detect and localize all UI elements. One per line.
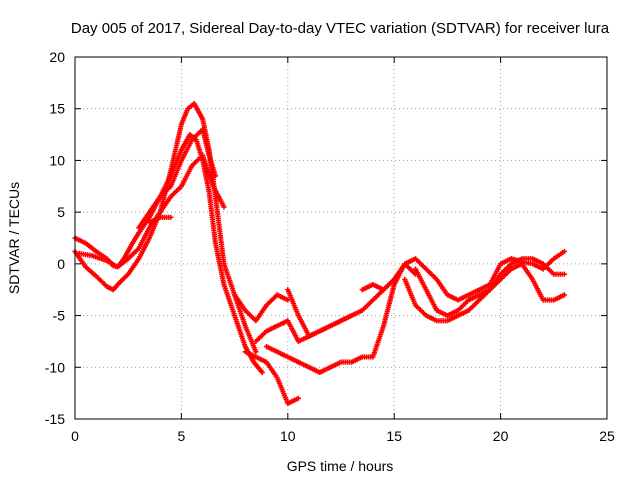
data-marks (72, 100, 568, 407)
chart-title: Day 005 of 2017, Sidereal Day-to-day VTE… (71, 20, 610, 37)
data-point (561, 292, 568, 298)
x-tick-label: 10 (280, 428, 296, 444)
x-tick-label: 5 (178, 428, 186, 444)
x-tick-label: 0 (71, 428, 79, 444)
y-tick-label: 10 (49, 152, 65, 168)
data-point (221, 204, 227, 210)
y-tick-label: 20 (49, 49, 65, 65)
data-point (259, 369, 265, 376)
y-tick-label: 15 (49, 101, 65, 117)
y-tick-label: 0 (57, 256, 65, 272)
x-tick-label: 25 (599, 428, 615, 444)
series-track-11 (359, 248, 568, 303)
x-axis-label: GPS time / hours (287, 458, 394, 474)
data-point (168, 214, 174, 220)
x-tick-label: 15 (386, 428, 402, 444)
series-track-12 (402, 256, 568, 324)
data-point (561, 248, 568, 255)
data-point (253, 349, 259, 355)
series-track-5 (146, 214, 174, 226)
data-point (295, 395, 302, 401)
y-tick-label: 5 (57, 204, 65, 220)
data-point (349, 312, 355, 319)
y-tick-label: -15 (45, 411, 65, 427)
tick-labels: 0 5 10 15 20 25 -15 -10 -5 0 5 10 15 20 (45, 49, 615, 444)
x-tick-label: 20 (493, 428, 509, 444)
series-track-13 (412, 261, 568, 319)
data-point (561, 271, 568, 277)
plot-frame (74, 56, 608, 420)
data-point (212, 173, 219, 179)
y-tick-label: -5 (53, 308, 66, 324)
axes (74, 56, 608, 420)
series-track-10 (285, 287, 355, 339)
grid (75, 57, 607, 419)
series-track-3 (76, 152, 227, 270)
series-track-4 (136, 126, 219, 231)
series-track-9 (263, 261, 419, 376)
series-track-6 (232, 292, 291, 324)
series-track-7 (242, 349, 302, 407)
y-axis-label: SDTVAR / TECUs (6, 182, 22, 294)
y-tick-label: -10 (45, 359, 65, 375)
